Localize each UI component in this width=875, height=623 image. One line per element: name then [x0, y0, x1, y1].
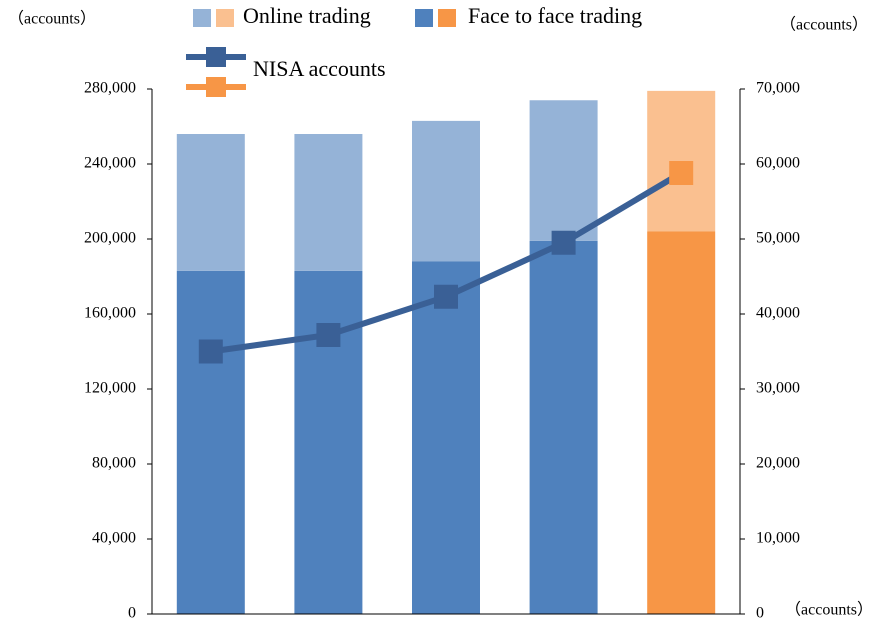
y-tick-label: 160,000: [84, 305, 136, 322]
bar: [412, 261, 480, 614]
legend-label: NISA accounts: [253, 56, 386, 81]
legend-swatch: [415, 9, 433, 27]
marker: [434, 284, 458, 309]
y2-tick-label: 30,000: [756, 380, 800, 397]
bar: [176, 134, 245, 271]
y-tick-label: 280,000: [84, 80, 136, 97]
bar: [529, 240, 598, 614]
y2-tick-label: 60,000: [756, 155, 800, 172]
y2-tick-label: 0: [756, 605, 764, 622]
marker: [669, 161, 694, 185]
bar: [647, 231, 716, 614]
marker: [551, 230, 576, 255]
bar: [529, 100, 598, 241]
annotation: （accounts）: [785, 601, 873, 619]
y-tick-label: 240,000: [84, 155, 136, 172]
bar: [412, 120, 480, 262]
legend-label: Face to face trading: [468, 3, 642, 28]
y2-tick-label: 10,000: [756, 530, 800, 547]
y-tick-label: 200,000: [84, 230, 136, 247]
y2-axis-label: （accounts）: [780, 16, 868, 34]
legend-swatch: [193, 9, 211, 27]
legend-label: Online trading: [243, 3, 371, 28]
y-tick-label: 80,000: [92, 455, 136, 472]
marker: [198, 339, 223, 364]
y2-tick-label: 70,000: [756, 80, 800, 97]
y-tick-label: 0: [128, 605, 136, 622]
legend-swatch: [206, 47, 226, 67]
bar: [176, 270, 245, 614]
y2-tick-label: 20,000: [756, 455, 800, 472]
y2-tick-label: 40,000: [756, 305, 800, 322]
y2-tick-label: 50,000: [756, 230, 800, 247]
y-tick-label: 120,000: [84, 380, 136, 397]
marker: [316, 323, 341, 347]
y-axis-label: （accounts）: [8, 10, 96, 28]
legend-swatch: [216, 9, 234, 27]
y-tick-label: 40,000: [92, 530, 136, 547]
bar: [294, 270, 363, 614]
legend-swatch: [438, 9, 456, 27]
bar: [294, 134, 363, 271]
legend-swatch: [206, 77, 226, 97]
